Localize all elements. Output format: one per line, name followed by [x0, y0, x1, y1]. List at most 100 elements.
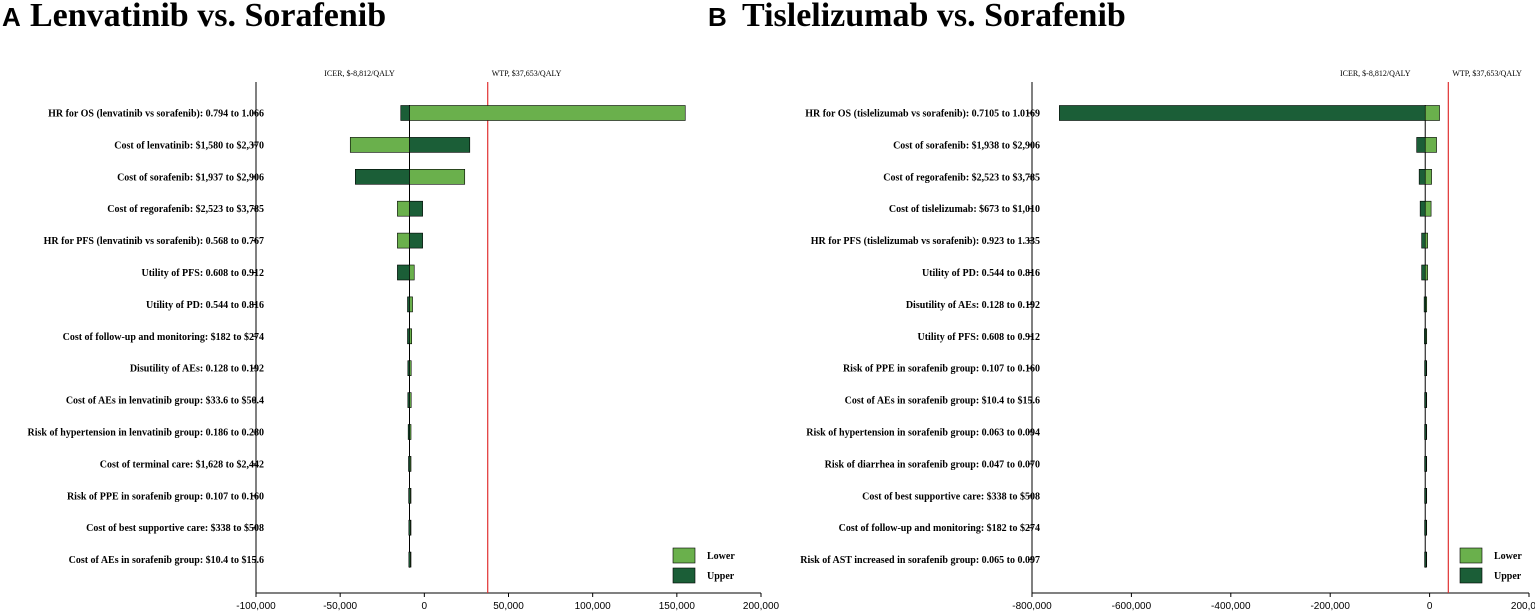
x-tick-label: 200,000 [1511, 601, 1535, 612]
x-tick-label: 150,000 [659, 601, 696, 612]
panel-title: Lenvatinib vs. Sorafenib [30, 0, 386, 34]
bar-upper [408, 456, 411, 472]
parameter-label: Risk of PPE in sorafenib group: 0.107 to… [67, 491, 264, 502]
bar-lower [1424, 200, 1432, 217]
bar-lower [397, 200, 410, 217]
bar-upper [1424, 519, 1427, 536]
bar-upper [1421, 232, 1426, 249]
bar-upper [1419, 200, 1426, 217]
parameter-label: Risk of PPE in sorafenib group: 0.107 to… [843, 364, 1040, 375]
parameter-label: Cost of best supportive care: $338 to $5… [86, 523, 264, 534]
parameter-label: Cost of follow-up and monitoring: $182 t… [839, 523, 1040, 534]
bar-upper [400, 105, 410, 121]
parameter-label: Cost of terminal care: $1,628 to $2,442 [100, 459, 264, 470]
bar-lower [1424, 169, 1432, 185]
bar-upper [1424, 328, 1427, 345]
parameter-label: Cost of AEs in sorafenib group: $10.4 to… [845, 396, 1040, 407]
legend-upper-swatch [672, 567, 696, 584]
bar-upper [408, 551, 411, 568]
parameter-label: HR for PFS (lenvatinib vs sorafenib): 0.… [44, 236, 264, 247]
legend: Lower Upper [1459, 547, 1522, 584]
parameter-label: Risk of diarrhea in sorafenib group: 0.0… [825, 459, 1040, 470]
bar-upper [1059, 105, 1426, 121]
bar-lower [397, 232, 410, 249]
x-tick-label: -800,000 [1012, 601, 1052, 612]
parameter-label: Cost of AEs in sorafenib group: $10.4 to… [69, 555, 264, 566]
bar-upper [397, 264, 410, 281]
parameter-label: Utility of PFS: 0.608 to 0.912 [142, 268, 265, 279]
parameter-label: Disutility of AEs: 0.128 to 0.192 [130, 364, 264, 375]
bar-lower [1424, 105, 1440, 121]
legend-lower-swatch [1459, 547, 1483, 564]
bar-upper [1424, 456, 1427, 472]
x-tick-label: -400,000 [1211, 601, 1251, 612]
parameter-label: Utility of PFS: 0.608 to 0.912 [918, 332, 1041, 343]
parameter-label: Cost of regorafenib: $2,523 to $3,785 [883, 172, 1040, 183]
bar-upper [408, 487, 411, 504]
bar-upper [1424, 487, 1427, 504]
parameter-label: Cost of tislelizumab: $673 to $1,010 [889, 204, 1040, 215]
legend-upper-label: Upper [707, 571, 735, 582]
parameter-label: Cost of lenvatinib: $1,580 to $2,370 [114, 140, 264, 151]
x-tick-label: -600,000 [1112, 601, 1152, 612]
legend-upper-swatch [1459, 567, 1483, 584]
bar-upper [407, 392, 410, 408]
bar-lower [1424, 137, 1437, 153]
parameter-label: Risk of AST increased in sorafenib group… [800, 555, 1040, 566]
parameter-label: Cost of follow-up and monitoring: $182 t… [63, 332, 264, 343]
x-tick-label: 50,000 [493, 601, 524, 612]
wtp-label: WTP, $37,653/QALY [1452, 69, 1522, 78]
bar-upper [1416, 137, 1426, 153]
parameter-label: Cost of sorafenib: $1,938 to $2,906 [893, 140, 1040, 151]
bar-lower [409, 169, 466, 185]
bar-upper [407, 424, 410, 440]
bar-lower [1424, 264, 1428, 281]
parameter-label: Risk of hypertension in sorafenib group:… [806, 428, 1040, 439]
legend-lower-label: Lower [1494, 551, 1522, 562]
legend-lower-swatch [672, 547, 696, 564]
x-tick-label: -100,000 [236, 601, 276, 612]
bar-upper [407, 328, 410, 345]
bar-upper [1424, 424, 1427, 440]
bar-lower [409, 105, 686, 121]
x-tick-label: 100,000 [575, 601, 612, 612]
parameter-label: HR for PFS (tislelizumab vs sorafenib): … [811, 236, 1040, 247]
panel-b-tislelizumab-vs-sorafenib: B Tislelizumab vs. Sorafenib -800,000 -600,… [708, 0, 1535, 612]
legend-upper-label: Upper [1494, 571, 1522, 582]
bar-lower [1424, 232, 1428, 249]
x-tick-label: 0 [422, 601, 428, 612]
panel-a-lenvatinib-vs-sorafenib: A Lenvatinib vs. Sorafenib -100,000 -50,000… [2, 0, 780, 612]
bar-upper [1424, 551, 1427, 568]
parameter-label: HR for OS (lenvatinib vs sorafenib): 0.7… [48, 109, 264, 120]
bar-upper [1418, 169, 1426, 185]
icer-label: ICER, $-8,812/QALY [324, 69, 395, 78]
bar-upper [1424, 392, 1427, 408]
bar-upper [407, 360, 410, 377]
bar-upper [1424, 360, 1427, 377]
bar-upper [409, 200, 423, 217]
panel-title: Tislelizumab vs. Sorafenib [742, 0, 1126, 34]
bar-upper [409, 232, 423, 249]
icer-label: ICER, $-8,812/QALY [1340, 69, 1411, 78]
parameter-label: Cost of AEs in lenvatinib group: $33.6 t… [66, 396, 264, 407]
wtp-label: WTP, $37,653/QALY [492, 69, 562, 78]
parameter-label: Cost of best supportive care: $338 to $5… [862, 491, 1040, 502]
bar-upper [1421, 264, 1426, 281]
parameter-label: Disutility of AEs: 0.128 to 0.192 [906, 300, 1040, 311]
bar-lower [409, 264, 415, 281]
x-tick-label: -50,000 [323, 601, 357, 612]
bar-upper [407, 296, 410, 313]
bar-lower [409, 328, 413, 345]
legend-lower-label: Lower [707, 551, 735, 562]
bar-upper [355, 169, 410, 185]
bar-lower [409, 296, 413, 313]
bar-upper [1423, 296, 1426, 313]
parameter-label: Utility of PD: 0.544 to 0.816 [146, 300, 264, 311]
parameter-label: Cost of regorafenib: $2,523 to $3,785 [107, 204, 264, 215]
parameter-label: Utility of PD: 0.544 to 0.816 [922, 268, 1040, 279]
parameter-label: HR for OS (tislelizumab vs sorafenib): 0… [805, 109, 1040, 120]
x-tick-label: -200,000 [1310, 601, 1350, 612]
parameter-label: Risk of hypertension in lenvatinib group… [27, 428, 264, 439]
panel-letter: A [2, 2, 21, 32]
